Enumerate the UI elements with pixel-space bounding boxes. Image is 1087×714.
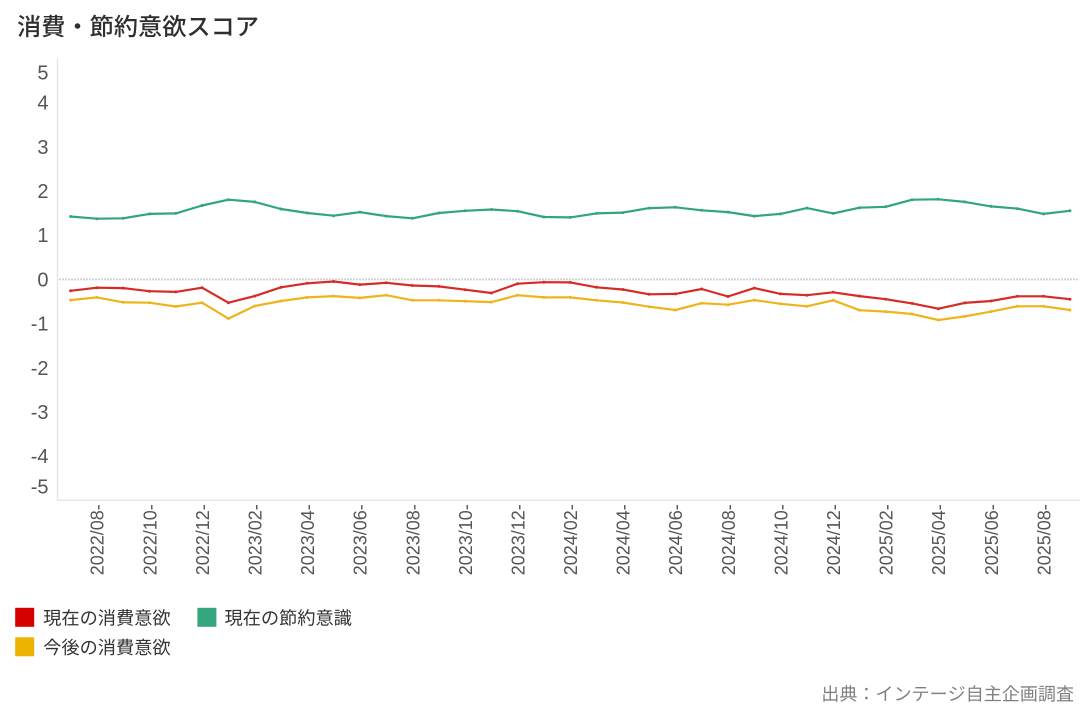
svg-text:2023/12-: 2023/12- xyxy=(508,504,528,575)
svg-text:-5: -5 xyxy=(31,477,49,499)
svg-text:-1: -1 xyxy=(31,314,49,336)
svg-text:2023/08-: 2023/08- xyxy=(403,504,423,575)
svg-text:2025/02-: 2025/02- xyxy=(877,504,897,575)
svg-text:2023/06-: 2023/06- xyxy=(351,504,371,575)
svg-text:2025/06-: 2025/06- xyxy=(982,504,1002,575)
svg-text:2024/08-: 2024/08- xyxy=(719,504,739,575)
svg-text:2022/10-: 2022/10- xyxy=(140,504,160,575)
svg-text:0: 0 xyxy=(37,269,48,291)
svg-text:5: 5 xyxy=(37,63,48,85)
svg-text:2024/06-: 2024/06- xyxy=(666,504,686,575)
svg-text:2023/04-: 2023/04- xyxy=(298,504,318,575)
svg-text:4: 4 xyxy=(37,93,48,115)
svg-text:2024/12-: 2024/12- xyxy=(824,504,844,575)
svg-text:2024/02-: 2024/02- xyxy=(561,504,581,575)
svg-text:2: 2 xyxy=(37,181,48,203)
svg-text:2024/10-: 2024/10- xyxy=(771,504,791,575)
svg-text:2023/02-: 2023/02- xyxy=(246,504,266,575)
svg-text:2025/08-: 2025/08- xyxy=(1034,504,1054,575)
svg-text:1: 1 xyxy=(37,225,48,247)
svg-text:2025/04-: 2025/04- xyxy=(929,504,949,575)
svg-text:-3: -3 xyxy=(31,402,49,424)
svg-text:-4: -4 xyxy=(31,446,49,468)
svg-text:-2: -2 xyxy=(31,358,49,380)
svg-text:2023/10-: 2023/10- xyxy=(456,504,476,575)
svg-text:2022/12-: 2022/12- xyxy=(193,504,213,575)
svg-text:3: 3 xyxy=(37,137,48,159)
svg-text:2022/08-: 2022/08- xyxy=(88,504,108,575)
svg-text:2024/04-: 2024/04- xyxy=(614,504,634,575)
